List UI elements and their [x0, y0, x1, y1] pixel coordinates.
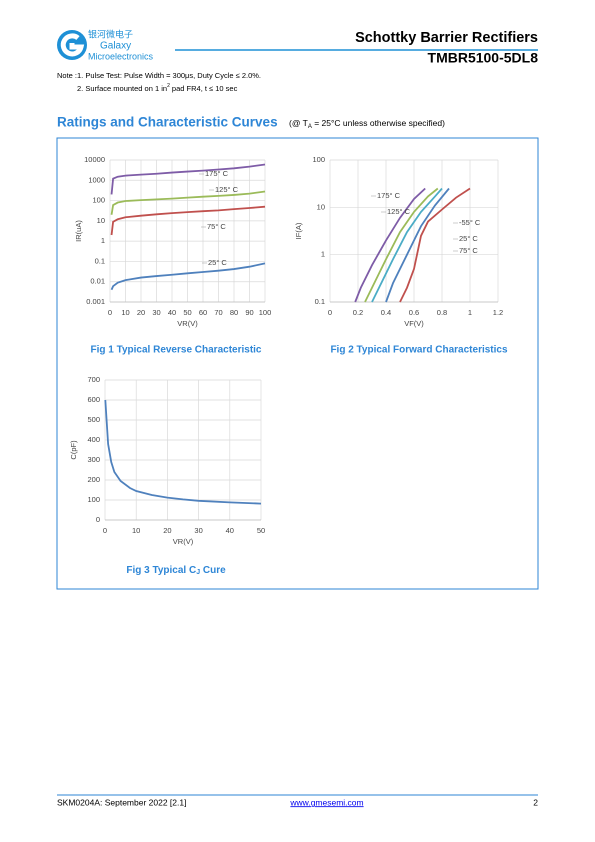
series-line — [399, 187, 471, 303]
caption-text: Fig 3 Typical C — [126, 565, 196, 576]
y-tick-label: 100 — [92, 196, 105, 205]
x-tick-label: 40 — [226, 526, 234, 535]
y-tick-label: 100 — [87, 495, 100, 504]
x-axis-label: VR(V) — [177, 319, 198, 328]
page-number: 2 — [533, 797, 538, 807]
y-axis-label: IF(A) — [294, 222, 303, 239]
note-sup: 2 — [167, 83, 170, 89]
y-tick-label: 400 — [87, 435, 100, 444]
note-text: 2. Surface mounted on 1 in — [77, 84, 167, 93]
y-tick-label: 1 — [101, 236, 105, 245]
doc-title: Schottky Barrier Rectifiers — [355, 30, 538, 46]
x-tick-label: 90 — [245, 308, 253, 317]
note-text: pad FR4, t ≤ 10 sec — [170, 84, 238, 93]
series-line — [104, 399, 262, 505]
y-tick-label: 700 — [87, 375, 100, 384]
x-tick-label: 0.2 — [353, 308, 363, 317]
x-tick-label: 30 — [194, 526, 202, 535]
footer-link[interactable]: www.gmesemi.com — [289, 797, 363, 807]
series-label: 75° C — [207, 222, 226, 231]
series-label: 175° C — [377, 191, 401, 200]
x-tick-label: 50 — [257, 526, 265, 535]
y-tick-label: 0.001 — [86, 297, 105, 306]
y-tick-label: 10000 — [84, 155, 105, 164]
x-tick-label: 80 — [230, 308, 238, 317]
series-line — [110, 262, 266, 291]
frame — [56, 137, 539, 590]
x-tick-label: 1 — [468, 308, 472, 317]
x-axis-label: VR(V) — [173, 537, 194, 546]
series-label: 125° C — [387, 207, 411, 216]
y-tick-label: 0.1 — [315, 297, 325, 306]
cond: = 25°C unless otherwise specified) — [312, 118, 445, 128]
series-label: 175° C — [205, 169, 229, 178]
x-tick-label: 50 — [183, 308, 191, 317]
x-tick-label: 1.2 — [493, 308, 503, 317]
series-label: 25° C — [459, 234, 478, 243]
y-tick-label: 0.01 — [90, 277, 105, 286]
series-line — [110, 205, 266, 236]
section-cond: (@ TA = 25°C unless otherwise specified) — [289, 118, 445, 129]
x-tick-label: 60 — [199, 308, 207, 317]
series-line — [354, 187, 426, 303]
caption: Fig 2 Typical Forward Characteristics — [330, 345, 508, 356]
x-tick-label: 20 — [163, 526, 171, 535]
cond-sub: A — [308, 124, 312, 130]
y-axis-label: C(pF) — [69, 440, 78, 460]
x-tick-label: 100 — [259, 308, 272, 317]
y-tick-label: 1 — [321, 250, 325, 259]
caption: Fig 1 Typical Reverse Characteristic — [90, 345, 261, 356]
series-line — [110, 163, 266, 195]
note: Note :1. Pulse Test: Pulse Width = 300μs… — [57, 71, 261, 80]
y-axis-label: IR(uA) — [74, 220, 83, 242]
series-line — [371, 187, 443, 303]
cond: (@ T — [289, 118, 308, 128]
caption-text: Cure — [200, 565, 226, 576]
series-line — [385, 187, 450, 303]
x-tick-label: 0.4 — [381, 308, 391, 317]
y-tick-label: 0.1 — [95, 256, 105, 265]
caption-sub: J — [196, 569, 200, 576]
logo-sub: Microelectronics — [88, 51, 154, 61]
x-tick-label: 20 — [137, 308, 145, 317]
y-tick-label: 1000 — [88, 175, 105, 184]
x-tick-label: 10 — [132, 526, 140, 535]
x-tick-label: 0 — [328, 308, 332, 317]
series-label: 75° C — [459, 246, 478, 255]
y-tick-label: 500 — [87, 415, 100, 424]
caption: Fig 3 Typical CJ Cure — [126, 565, 226, 576]
section-title: Ratings and Characteristic Curves — [57, 115, 278, 130]
logo-g — [60, 33, 85, 57]
series-label: 25° C — [208, 258, 227, 267]
x-tick-label: 0 — [103, 526, 107, 535]
x-tick-label: 40 — [168, 308, 176, 317]
series-line — [364, 187, 439, 303]
x-tick-label: 0.6 — [409, 308, 419, 317]
x-tick-label: 0 — [108, 308, 112, 317]
footer-doc: SKM0204A: September 2022 [2.1] — [57, 797, 186, 807]
y-tick-label: 100 — [312, 155, 325, 164]
part-number: TMBR5100-5DL8 — [428, 50, 539, 66]
logo-cn: 银河微电子 — [88, 28, 133, 39]
y-tick-label: 10 — [317, 202, 325, 211]
series-label: -55° C — [459, 218, 481, 227]
y-tick-label: 10 — [97, 216, 105, 225]
y-tick-label: 200 — [87, 475, 100, 484]
note: 2. Surface mounted on 1 in2 pad FR4, t ≤… — [77, 83, 238, 93]
x-tick-label: 10 — [121, 308, 129, 317]
series-line — [110, 190, 266, 215]
series-label: 125° C — [215, 185, 239, 194]
logo-name: Galaxy — [100, 41, 131, 52]
y-tick-label: 600 — [87, 395, 100, 404]
x-tick-label: 30 — [152, 308, 160, 317]
y-tick-label: 0 — [96, 515, 100, 524]
x-tick-label: 0.8 — [437, 308, 447, 317]
y-tick-label: 300 — [87, 455, 100, 464]
x-tick-label: 70 — [214, 308, 222, 317]
x-axis-label: VF(V) — [404, 319, 424, 328]
